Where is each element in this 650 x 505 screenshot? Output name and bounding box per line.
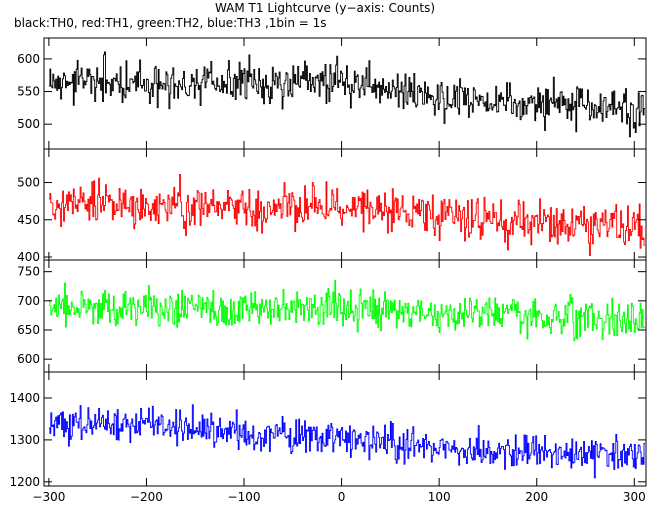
y-tick-label: 1300 <box>9 433 40 447</box>
y-tick-label: 750 <box>17 265 40 279</box>
panel-2: 400 450 500 <box>17 148 647 264</box>
y-tick-label: 1200 <box>9 475 40 489</box>
y-tick-label: 550 <box>17 85 40 99</box>
x-tick-label: −300 <box>32 490 65 504</box>
y-tick-label: 1400 <box>9 391 40 405</box>
panel-frame <box>43 37 647 150</box>
y-tick-label: 650 <box>17 323 40 337</box>
x-tick-label: 200 <box>525 490 548 504</box>
x-tick-label: 0 <box>338 490 346 504</box>
panel-4: 1200 1300 1400 −300 −200 −100 0 100 200 300 <box>9 371 647 504</box>
panel-frame <box>43 148 647 261</box>
x-tick-label: −100 <box>228 490 261 504</box>
series-TH0 <box>48 51 645 138</box>
x-tick-label: 100 <box>428 490 451 504</box>
series-TH3 <box>48 404 645 479</box>
panel-frame <box>43 371 647 487</box>
y-tick-label: 600 <box>17 352 40 366</box>
y-tick-label: 500 <box>17 117 40 131</box>
panel-1: 500 550 600 <box>17 37 647 150</box>
series-TH2 <box>48 279 645 342</box>
x-tick-label: −200 <box>130 490 163 504</box>
y-tick-label: 450 <box>17 213 40 227</box>
y-tick-label: 500 <box>17 176 40 190</box>
series-TH1 <box>48 173 645 257</box>
y-tick-label: 400 <box>17 250 40 264</box>
chart-subtitle: black:TH0, red:TH1, green:TH2, blue:TH3 … <box>14 16 327 30</box>
y-tick-label: 700 <box>17 294 40 308</box>
panel-frame <box>43 259 647 373</box>
chart-title: WAM T1 Lightcurve (y−axis: Counts) <box>214 1 436 15</box>
x-tick-label: 300 <box>623 490 646 504</box>
y-tick-label: 600 <box>17 52 40 66</box>
panel-3: 600 650 700 750 <box>17 259 647 373</box>
